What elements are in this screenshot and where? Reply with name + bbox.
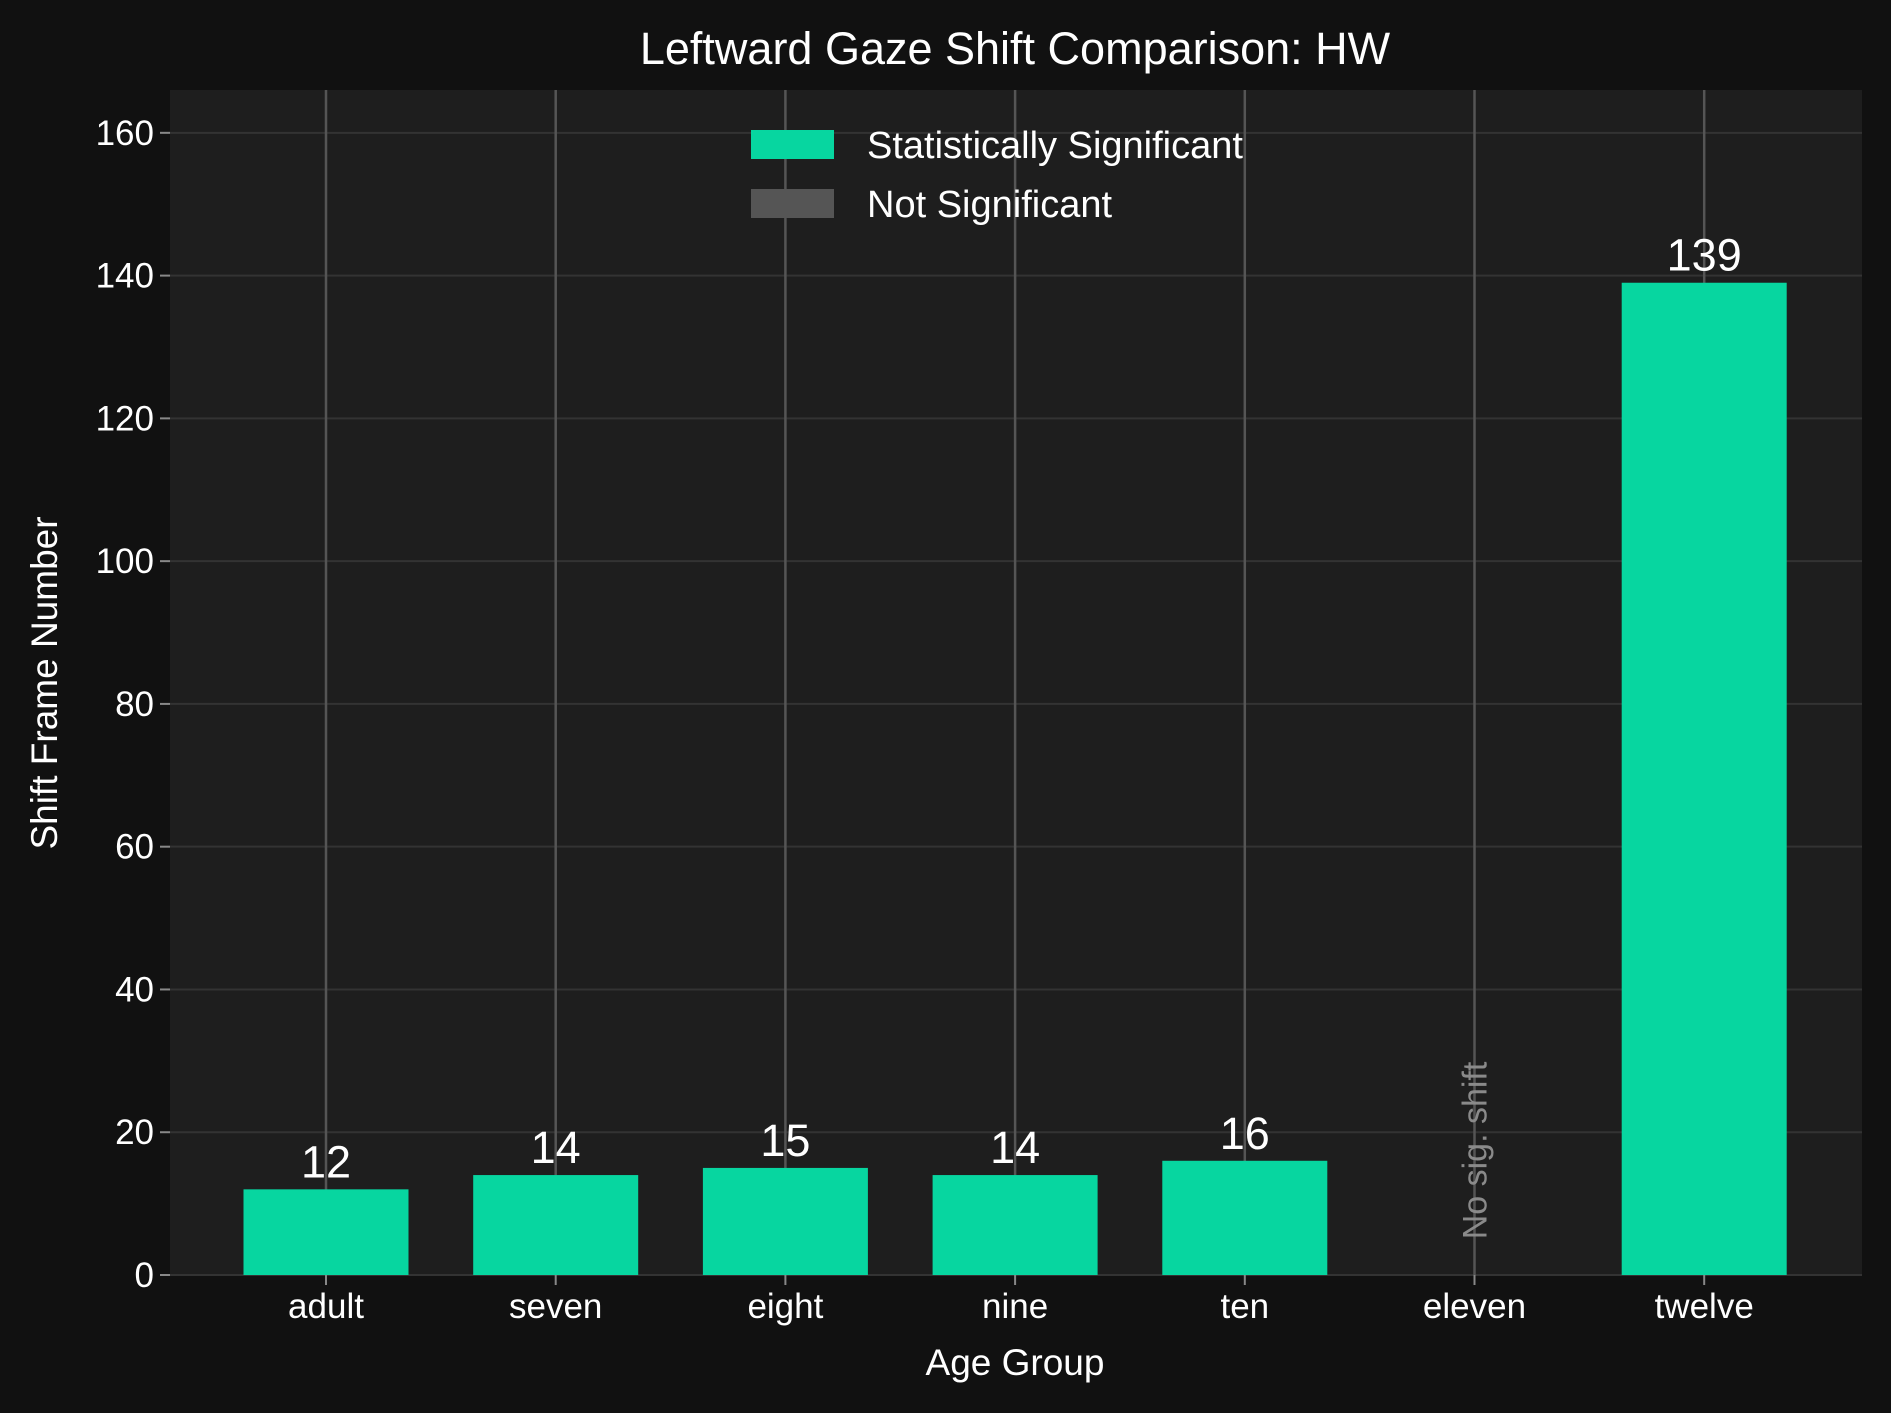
chart-title: Leftward Gaze Shift Comparison: HW (640, 23, 1391, 74)
legend-swatch-significant (751, 130, 834, 159)
data-label-twelve: 139 (1667, 230, 1742, 281)
y-tick-label: 120 (96, 399, 154, 438)
bar-ten (1162, 1160, 1328, 1275)
x-tick-label: seven (509, 1287, 602, 1326)
y-tick-label: 20 (115, 1113, 154, 1152)
legend-label-not-significant: Not Significant (867, 184, 1112, 226)
data-labels: 12 14 15 14 16 139 No sig. shift (301, 230, 1742, 1240)
data-label-adult: 12 (301, 1136, 351, 1187)
x-tick-label: eight (747, 1287, 823, 1326)
legend-swatch-not-significant (751, 189, 834, 218)
bar-twelve (1621, 282, 1787, 1275)
x-axis-title: Age Group (926, 1342, 1105, 1383)
x-tick-label: ten (1220, 1287, 1269, 1326)
y-tick-label: 160 (96, 114, 154, 153)
legend: Statistically Significant Not Significan… (751, 125, 1243, 226)
x-tick-label: eleven (1423, 1287, 1526, 1326)
bars (243, 282, 1787, 1275)
x-tick-label: nine (982, 1287, 1048, 1326)
y-tick-label: 80 (115, 685, 154, 724)
ticks: 0 20 40 60 80 100 120 140 160 adult seven eight nine… (96, 114, 1754, 1326)
bar-nine (932, 1175, 1098, 1275)
annotation-no-sig-shift: No sig. shift (1457, 1061, 1495, 1239)
x-tick-label: adult (288, 1287, 364, 1326)
y-tick-label: 40 (115, 970, 154, 1009)
bar-eight (702, 1167, 868, 1275)
y-tick-label: 0 (135, 1256, 154, 1295)
y-tick-label: 140 (96, 257, 154, 296)
y-tick-label: 60 (115, 828, 154, 867)
bar-adult (243, 1189, 409, 1275)
legend-label-significant: Statistically Significant (867, 125, 1243, 167)
y-tick-label: 100 (96, 542, 154, 581)
data-label-nine: 14 (990, 1122, 1040, 1173)
data-label-seven: 14 (531, 1122, 581, 1173)
y-axis-title: Shift Frame Number (24, 516, 65, 849)
data-label-eight: 15 (760, 1115, 810, 1166)
x-tick-label: twelve (1655, 1287, 1754, 1326)
bar-seven (473, 1175, 639, 1275)
data-label-ten: 16 (1220, 1108, 1270, 1159)
